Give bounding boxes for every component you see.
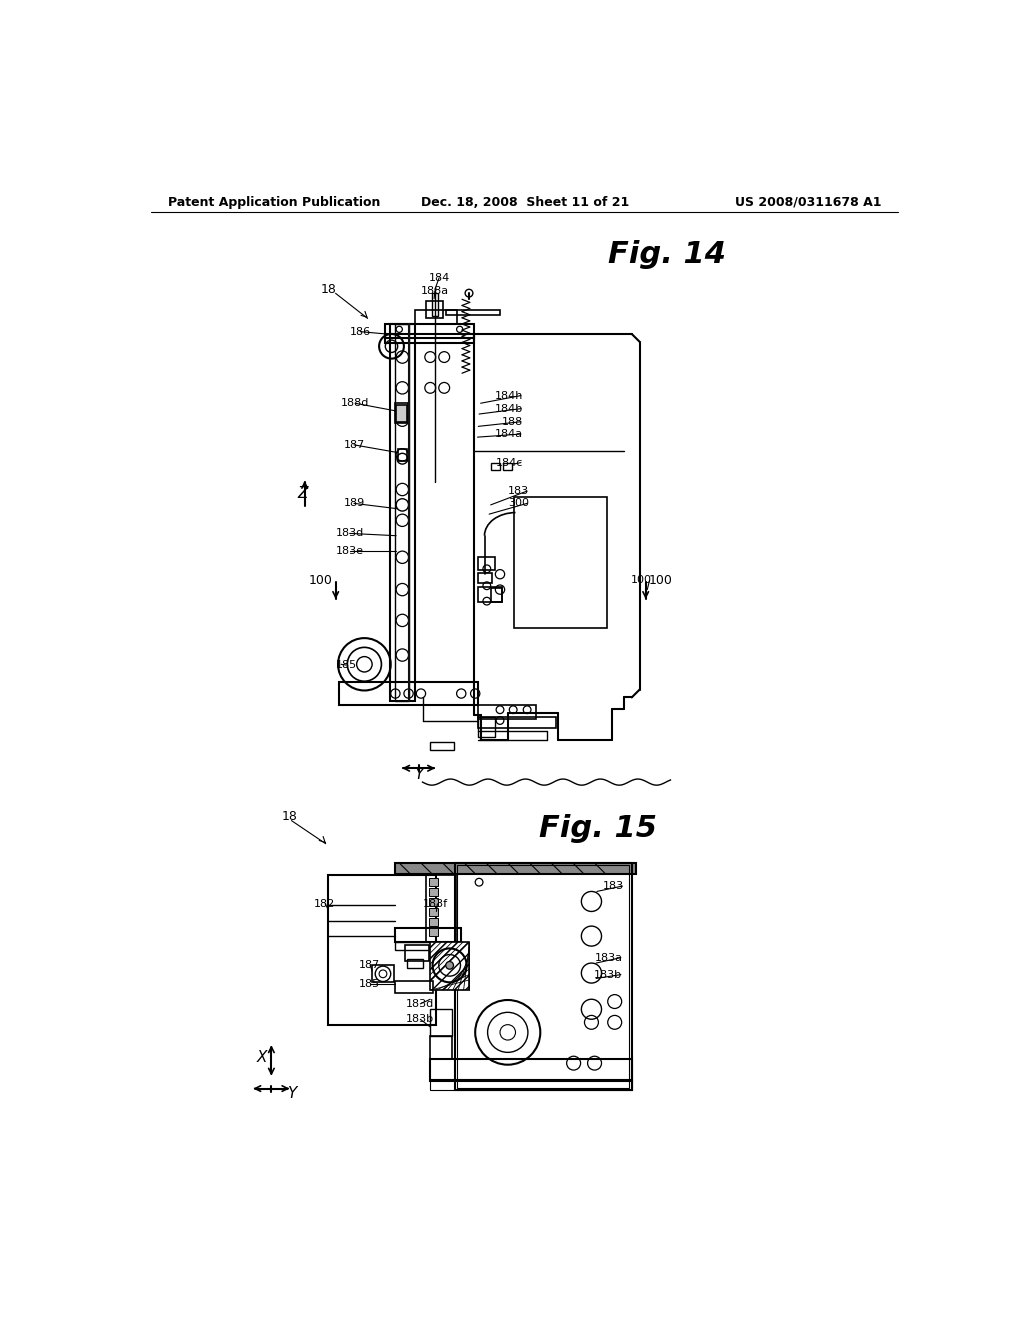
Text: Fig. 14: Fig. 14 <box>608 240 726 269</box>
Text: 184c: 184c <box>496 458 523 467</box>
Bar <box>339 682 478 705</box>
Text: 183d: 183d <box>406 999 434 1008</box>
Bar <box>390 323 415 701</box>
Text: 183f: 183f <box>423 899 447 908</box>
Text: US 2008/0311678 A1: US 2008/0311678 A1 <box>735 195 882 209</box>
Bar <box>328 875 436 1024</box>
Bar <box>372 965 394 982</box>
Bar <box>385 334 474 343</box>
Bar <box>458 866 630 1088</box>
Bar <box>455 863 632 1090</box>
Bar <box>415 310 458 323</box>
Text: 183b: 183b <box>406 1014 433 1024</box>
Bar <box>406 945 429 961</box>
Bar <box>429 919 438 927</box>
Circle shape <box>445 961 454 969</box>
Bar <box>429 928 438 936</box>
Bar <box>429 878 438 886</box>
Bar <box>395 981 432 993</box>
Bar <box>503 462 512 470</box>
Text: Y: Y <box>287 1086 296 1101</box>
Text: 188d: 188d <box>341 399 370 408</box>
Bar <box>395 942 461 950</box>
Bar <box>478 718 496 737</box>
Bar <box>430 742 454 750</box>
Text: Fig. 15: Fig. 15 <box>539 814 656 842</box>
Text: 184b: 184b <box>495 404 523 413</box>
Bar <box>395 404 408 424</box>
Text: 185: 185 <box>359 979 380 989</box>
Bar <box>430 1010 452 1036</box>
Bar <box>490 589 502 602</box>
Bar <box>395 928 461 942</box>
Bar <box>426 875 456 942</box>
Text: 100: 100 <box>631 576 652 585</box>
Text: 182: 182 <box>314 899 335 908</box>
Text: 185: 185 <box>336 660 356 671</box>
Text: 183: 183 <box>508 486 529 496</box>
Bar <box>429 888 438 896</box>
Bar <box>445 310 500 314</box>
Bar <box>430 1059 632 1081</box>
Text: 18: 18 <box>282 810 297 824</box>
Text: 184: 184 <box>429 273 450 282</box>
Text: Patent Application Publication: Patent Application Publication <box>168 195 381 209</box>
Text: 18: 18 <box>321 282 336 296</box>
Bar <box>430 1036 452 1059</box>
Text: Z: Z <box>297 486 307 500</box>
Text: 187: 187 <box>343 440 365 450</box>
Bar <box>478 705 537 719</box>
Text: 187: 187 <box>359 961 380 970</box>
Bar <box>407 960 423 969</box>
Bar <box>430 942 469 990</box>
Bar <box>429 899 438 906</box>
Bar <box>514 498 607 628</box>
Text: 183e: 183e <box>336 546 364 556</box>
Text: Y: Y <box>414 767 423 781</box>
Bar <box>395 863 636 874</box>
Text: 188: 188 <box>502 417 523 426</box>
Text: 184h: 184h <box>495 391 523 400</box>
Text: 189: 189 <box>343 499 365 508</box>
Bar <box>478 557 496 570</box>
Bar <box>430 1078 632 1090</box>
Bar <box>432 293 438 317</box>
Bar <box>396 405 407 422</box>
Bar <box>385 323 474 338</box>
Text: 183d: 183d <box>336 528 364 539</box>
Bar <box>397 449 407 461</box>
Bar <box>478 586 502 602</box>
Text: 184a: 184a <box>496 429 523 440</box>
Bar <box>490 462 500 470</box>
Text: 183: 183 <box>603 880 624 891</box>
Bar <box>478 718 556 729</box>
Bar <box>429 908 438 916</box>
Text: 188a: 188a <box>421 286 450 296</box>
Bar <box>478 573 493 583</box>
Text: 183a: 183a <box>595 953 623 962</box>
Bar <box>395 323 410 701</box>
Text: 186: 186 <box>349 326 371 337</box>
Text: 183b: 183b <box>594 970 623 979</box>
Text: Dec. 18, 2008  Sheet 11 of 21: Dec. 18, 2008 Sheet 11 of 21 <box>421 195 629 209</box>
Text: 300: 300 <box>509 499 529 508</box>
Text: X: X <box>257 1051 267 1065</box>
Text: 100: 100 <box>308 574 333 587</box>
Text: 100: 100 <box>649 574 673 587</box>
Bar <box>426 301 443 318</box>
